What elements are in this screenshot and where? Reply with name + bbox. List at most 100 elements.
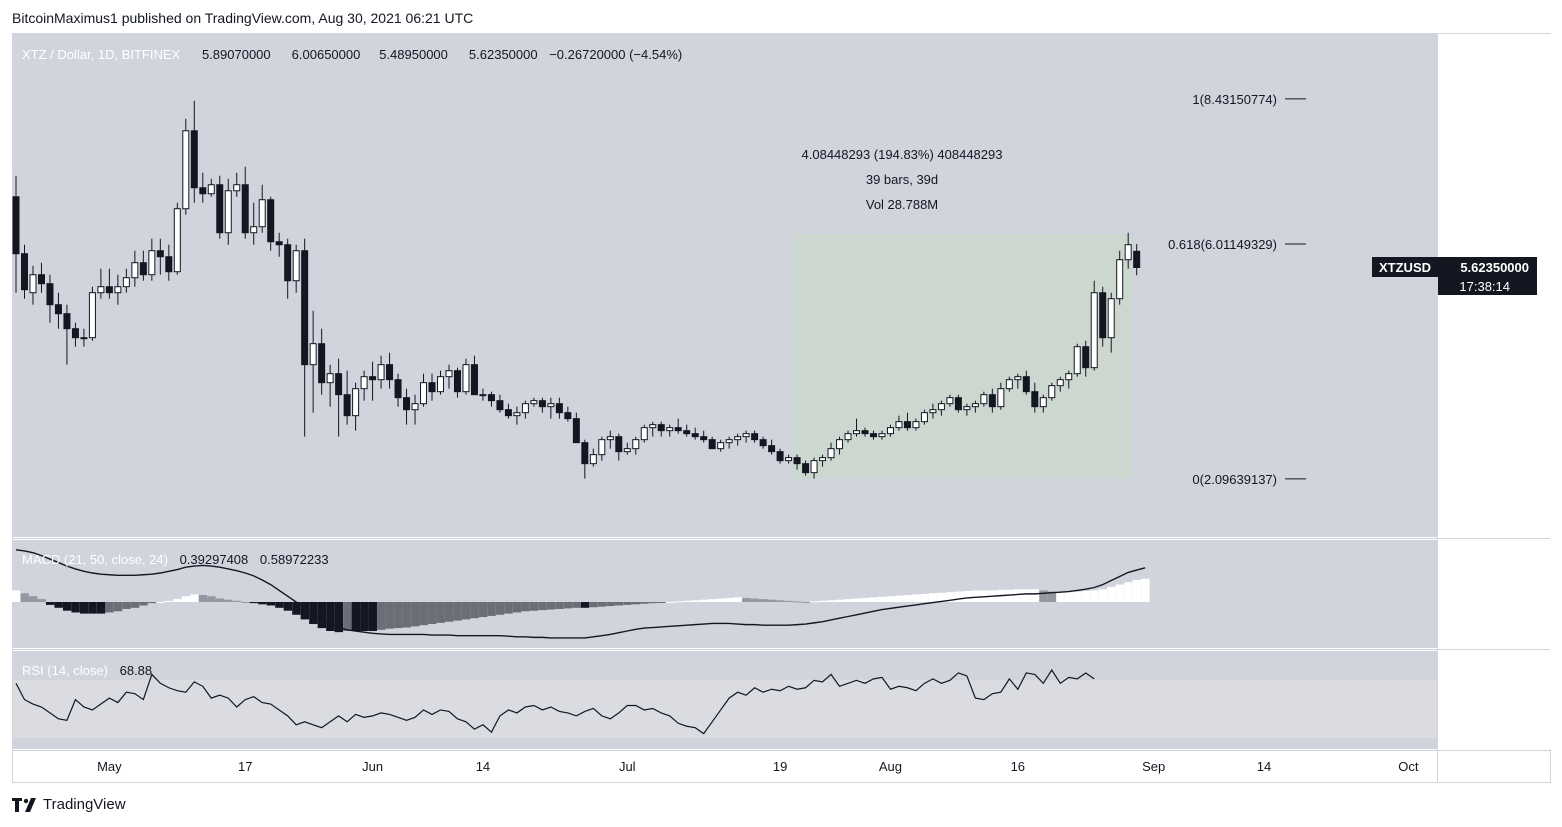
macd-histogram-bar — [725, 597, 734, 602]
candle — [878, 430, 886, 440]
candle-body — [267, 199, 275, 243]
candle — [946, 394, 954, 407]
rsi-axis-label: 40.00 — [1455, 715, 1488, 730]
candle-body — [190, 130, 198, 189]
candle — [513, 406, 521, 425]
macd-histogram-bar — [844, 599, 853, 602]
candle — [623, 442, 631, 455]
price-axis-panel[interactable] — [1438, 34, 1551, 749]
candle — [521, 400, 529, 419]
candle — [717, 439, 725, 452]
candle-body — [538, 400, 546, 408]
measure-line-1: 4.08448293 (194.83%) 408448293 — [802, 147, 1003, 162]
time-axis-label: 16 — [1011, 759, 1025, 774]
time-axis-label: 14 — [1257, 759, 1271, 774]
price-axis-label: 8.00000000 — [1459, 118, 1528, 133]
candle — [861, 427, 869, 437]
candle — [470, 355, 478, 396]
candle — [258, 184, 266, 233]
macd-histogram-bar — [232, 600, 242, 602]
candle-body — [1014, 376, 1022, 381]
candle-body — [980, 394, 988, 405]
macd-histogram-bar — [665, 602, 675, 603]
candle-body — [886, 427, 894, 435]
macd-histogram-bar — [614, 602, 624, 606]
macd-histogram-bar — [224, 599, 233, 602]
candle-body — [301, 250, 309, 366]
candle-body — [139, 262, 147, 276]
candle-body — [411, 403, 419, 411]
candle-body — [521, 403, 529, 414]
macd-histogram-bar — [971, 590, 980, 602]
measure-range-box[interactable] — [793, 233, 1133, 479]
candle-body — [1039, 397, 1047, 408]
candle — [632, 436, 640, 455]
macd-histogram-bar — [402, 602, 411, 628]
candle-body — [589, 454, 597, 465]
candle — [318, 328, 326, 395]
candle-body — [564, 412, 572, 420]
candle — [487, 391, 495, 407]
time-axis-label: Sep — [1142, 759, 1165, 774]
candle — [997, 382, 1005, 410]
macd-pane-bg[interactable] — [13, 540, 1437, 648]
macd-histogram-bar — [37, 599, 46, 602]
fib-label: 1(8.43150774) — [1192, 92, 1277, 107]
candle-body — [937, 403, 945, 411]
macd-histogram-bar — [198, 595, 208, 602]
macd-histogram-bar — [130, 602, 140, 608]
macd-histogram-bar — [623, 602, 632, 605]
candle — [793, 454, 801, 470]
macd-histogram-bar — [1047, 591, 1057, 602]
tradingview-brand[interactable]: TradingView — [12, 796, 126, 813]
candle-body — [640, 427, 648, 441]
candle-body — [844, 433, 852, 441]
candle-body — [776, 451, 784, 462]
candle — [530, 397, 538, 407]
macd-histogram-bar — [173, 599, 182, 602]
macd-histogram-bar — [478, 602, 488, 618]
macd-histogram-bar — [1132, 579, 1142, 602]
macd-series[interactable] — [12, 549, 1150, 639]
candle — [335, 358, 343, 437]
price-pane-bg[interactable] — [13, 34, 1437, 537]
candle — [71, 322, 79, 347]
candle-body — [734, 436, 742, 441]
macd-histogram-bar — [555, 602, 564, 609]
macd-histogram-bar — [750, 598, 760, 602]
macd-histogram-bar — [521, 602, 530, 612]
candle — [895, 415, 903, 431]
candle-body — [1099, 292, 1107, 339]
svg-text:XTZ / Dollar, 1D, BITFINEX: XTZ / Dollar, 1D, BITFINEX O5.89070000 H… — [22, 47, 682, 62]
candle — [12, 175, 20, 293]
macd-histogram-bar — [945, 592, 955, 602]
candlesticks[interactable] — [12, 100, 1141, 479]
candle — [615, 433, 623, 461]
candle — [929, 403, 937, 419]
macd-histogram-bar — [903, 595, 912, 602]
rsi-series[interactable] — [15, 668, 1095, 735]
candle — [853, 418, 861, 437]
candle-body — [224, 190, 232, 234]
macd-legend: MACD (21, 50, close, 24) 0.39297408 0.58… — [22, 552, 329, 567]
candle-body — [258, 199, 266, 228]
candle — [377, 355, 385, 389]
fib-levels[interactable]: 1(8.43150774) 0.618(6.01149329) 0(2.096391… — [1168, 92, 1306, 487]
legend-high: 6.00650000 — [292, 47, 361, 62]
candle — [1133, 244, 1141, 276]
measure-line-2: 39 bars, 39d — [866, 172, 938, 187]
candle-body — [275, 241, 283, 246]
rsi-label: RSI (14, close) — [22, 663, 108, 678]
macd-histogram-bar — [1141, 578, 1150, 602]
candle-body — [165, 256, 173, 273]
rsi-axis-label: 80.00 — [1455, 656, 1488, 671]
candle-body — [394, 379, 402, 399]
candle — [496, 394, 504, 413]
macd-histogram-bar — [105, 602, 114, 613]
candle-body — [63, 313, 71, 330]
candle-body — [403, 397, 411, 411]
macd-histogram-bar — [810, 601, 819, 603]
macd-label: MACD (21, 50, close, 24) — [22, 552, 168, 567]
candle-body — [793, 457, 801, 465]
